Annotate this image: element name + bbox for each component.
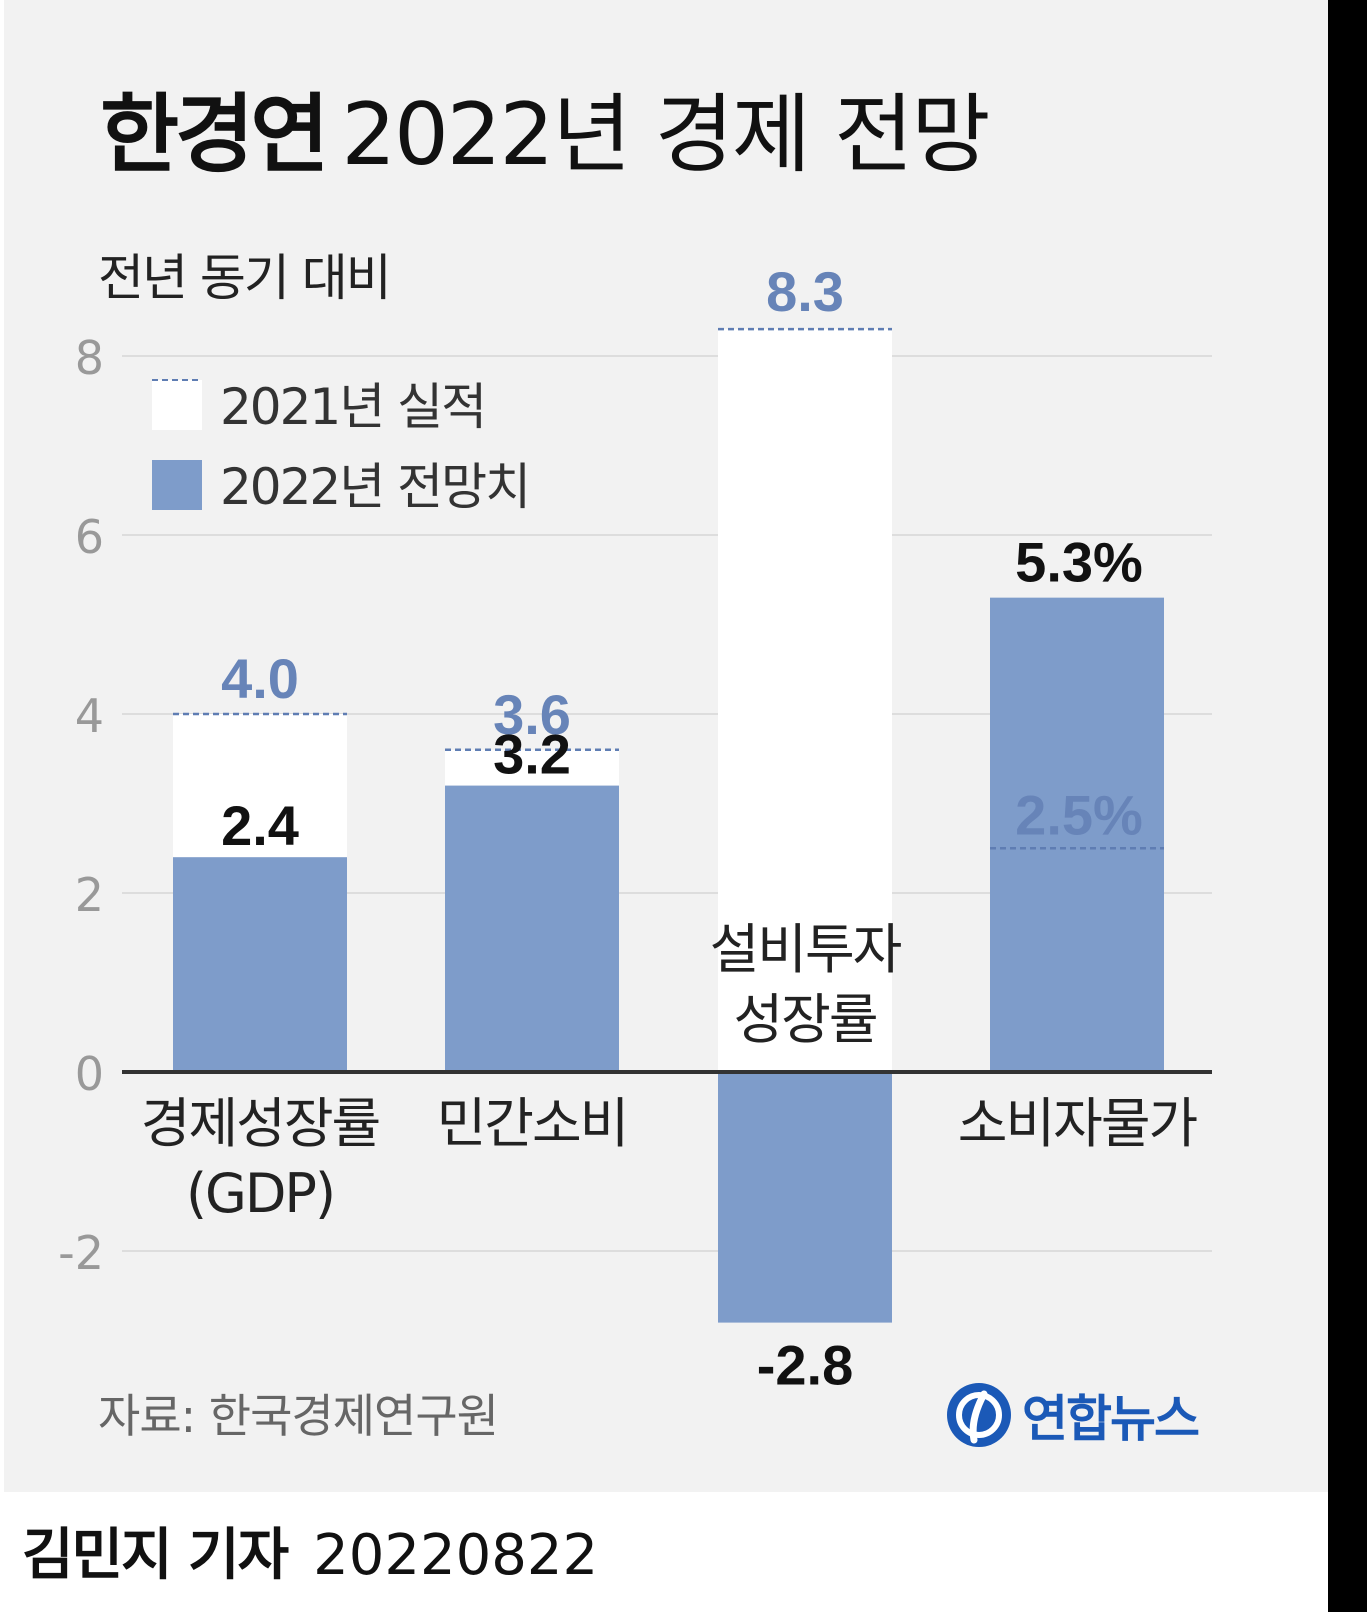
logo-text: 연합뉴스 — [1022, 1390, 1200, 1448]
bar-forecast-2022 — [173, 857, 347, 1072]
yonhap-logo-icon — [947, 1383, 1011, 1447]
source-note: 자료: 한국경제연구원 — [98, 1389, 499, 1443]
bar-actual-2021 — [718, 329, 892, 1072]
chart-title: 한경연 2022년 경제 전망 — [100, 80, 991, 190]
forecast-value-label: -2.8 — [757, 1334, 854, 1397]
y-tick-label: 8 — [75, 331, 104, 385]
y-tick-label: 0 — [75, 1047, 104, 1101]
category-label: 민간소비 — [437, 1092, 628, 1155]
legend-label-actual: 2021년 실적 — [220, 378, 485, 436]
byline-reporter: 김민지 기자 — [22, 1523, 289, 1588]
legend-swatch-forecast — [152, 460, 202, 510]
y-tick-label: -2 — [58, 1226, 104, 1280]
category-label: 소비자물가 — [958, 1092, 1197, 1155]
bar-forecast-2022 — [445, 785, 619, 1072]
legend-label-forecast: 2022년 전망치 — [220, 458, 529, 516]
title-rest: 2022년 경제 전망 — [341, 85, 990, 185]
byline-date: 20220822 — [313, 1523, 599, 1588]
category-label: 경제성장률 — [141, 1092, 379, 1155]
bar-actual-2021 — [173, 714, 347, 858]
forecast-value-label: 2.4 — [221, 794, 299, 857]
bar-actual-2021 — [445, 749, 619, 786]
actual-value-label: 4.0 — [221, 647, 299, 710]
chart-subtitle: 전년 동기 대비 — [98, 249, 392, 307]
actual-value-label: 8.3 — [766, 260, 844, 323]
title-main: 한경연 — [100, 85, 329, 185]
y-tick-label: 6 — [75, 510, 104, 564]
actual-value-label: 2.5% — [1015, 783, 1143, 846]
y-tick-label: 4 — [75, 689, 104, 743]
category-label: (GDP) — [186, 1162, 334, 1225]
byline: 김민지 기자 20220822 — [22, 1510, 598, 1591]
y-tick-label: 2 — [75, 868, 104, 922]
bar-forecast-2022 — [718, 1072, 892, 1323]
forecast-value-label: 5.3% — [1015, 531, 1143, 594]
yonhap-logo: 연합뉴스 — [944, 1380, 1200, 1450]
bar-forecast-2022 — [990, 597, 1164, 1072]
category-label: 설비투자 — [710, 918, 902, 981]
category-label: 성장률 — [733, 988, 876, 1051]
actual-value-label: 3.6 — [493, 683, 571, 746]
footer-bar — [4, 1492, 1328, 1612]
forecast-value-label: 3.2 — [493, 723, 571, 786]
legend-swatch-actual — [152, 380, 202, 430]
